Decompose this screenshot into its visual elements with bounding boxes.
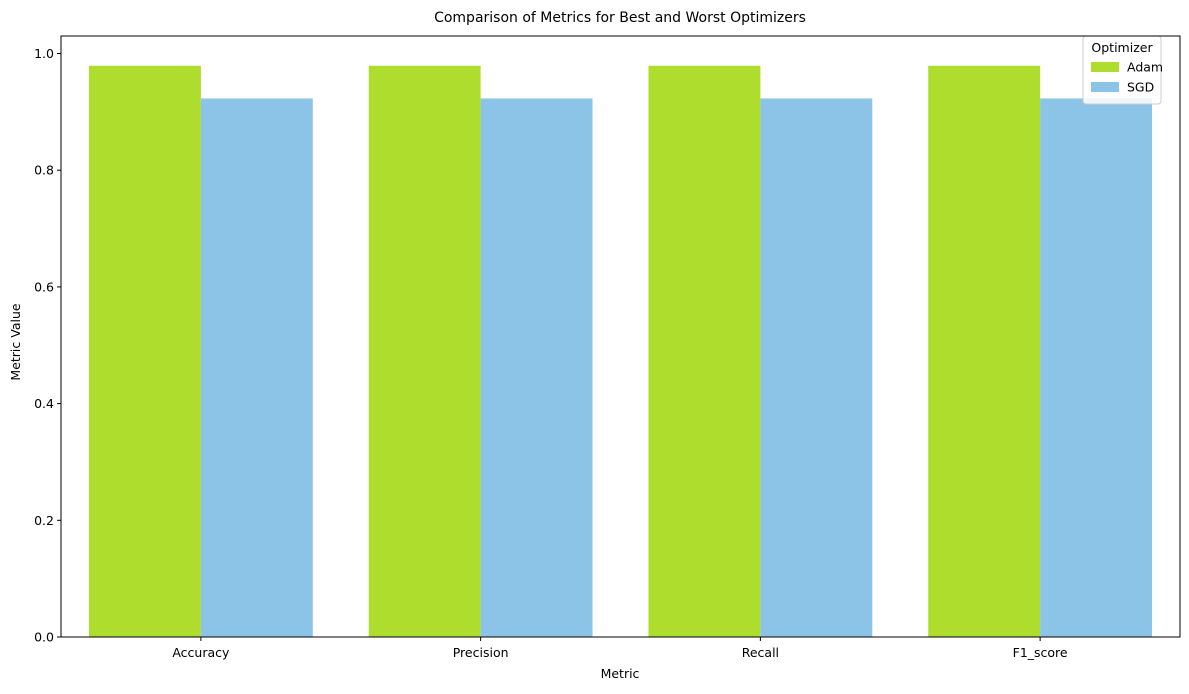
legend-items: Adam SGD [1091,60,1163,95]
bar-adam-f1_score [928,65,1041,638]
x-tick-label: Accuracy [172,645,230,660]
x-tick-label: Precision [453,645,509,660]
legend-swatch-sgd [1091,82,1119,92]
legend-title: Optimizer [1091,40,1153,55]
bars-group [88,65,1153,638]
x-tick-label: Recall [742,645,779,660]
y-axis-ticks: 0.0 0.2 0.4 0.6 0.8 1.0 [34,46,61,645]
legend: Optimizer Adam SGD [1082,35,1163,105]
bar-adam-precision [368,65,481,638]
chart-title: Comparison of Metrics for Best and Worst… [434,10,806,26]
y-tick-label: 0.2 [34,513,54,528]
x-tick-label: F1_score [1013,645,1068,660]
y-axis-label: Metric Value [8,303,23,380]
bar-sgd-precision [480,98,593,638]
bar-sgd-f1_score [1040,98,1153,638]
legend-label-sgd: SGD [1127,80,1154,95]
y-tick-label: 0.8 [34,163,54,178]
y-tick-label: 1.0 [34,46,54,61]
bar-sgd-accuracy [200,98,313,638]
x-axis-label: Metric [601,666,640,681]
y-tick-label: 0.6 [34,279,54,294]
y-tick-label: 0.4 [34,396,54,411]
legend-label-adam: Adam [1127,60,1163,75]
x-axis-ticks: Accuracy Precision Recall F1_score [172,637,1068,660]
y-tick-label: 0.0 [34,630,54,645]
bar-adam-accuracy [88,65,201,638]
bar-sgd-recall [760,98,873,638]
plot-frame [60,35,1181,638]
legend-swatch-adam [1091,62,1119,72]
bar-adam-recall [648,65,761,638]
